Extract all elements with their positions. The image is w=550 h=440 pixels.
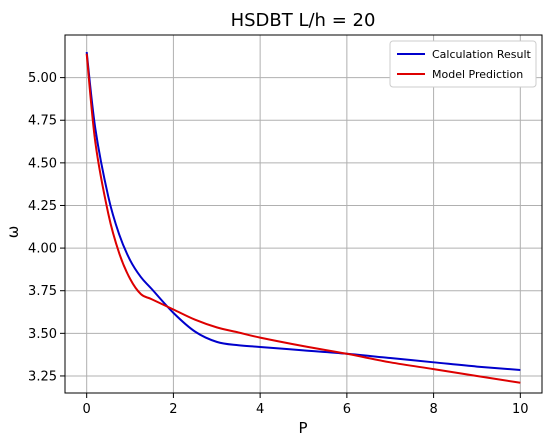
x-tick-label: 2 [169,402,177,417]
y-tick-label: 3.50 [28,327,57,342]
series-group [85,51,521,384]
y-tick-label: 4.00 [28,242,57,257]
x-tick-label: 0 [83,402,91,417]
x-axis-label: P [298,419,307,437]
x-tick-label: 10 [512,402,529,417]
legend-label-model-prediction: Model Prediction [432,68,523,81]
grid [65,35,542,393]
x-tick-label: 8 [429,402,437,417]
y-tick-label: 4.75 [28,114,57,129]
plot-frame [64,34,543,394]
x-tick-label: 4 [256,402,264,417]
legend-label-calculation-result: Calculation Result [432,48,532,61]
y-tick-label: 4.50 [28,156,57,171]
ticks: 0 2 4 6 8 10 3.25 3.50 3.75 4.00 4.25 4.50 4.75 5.00 [28,71,529,417]
x-tick-label: 6 [343,402,351,417]
y-tick-label: 5.00 [28,71,57,86]
series-line-calculation-result [85,51,521,371]
chart-title: HSDBT L/h = 20 [231,10,376,31]
legend-box [389,40,537,88]
series-line-model-prediction [85,53,521,384]
legend: Calculation Result Model Prediction [389,40,537,88]
y-tick-label: 4.25 [28,199,57,214]
y-axis-label: ω [4,226,22,239]
y-tick-label: 3.25 [28,369,57,384]
y-tick-label: 3.75 [28,284,57,299]
